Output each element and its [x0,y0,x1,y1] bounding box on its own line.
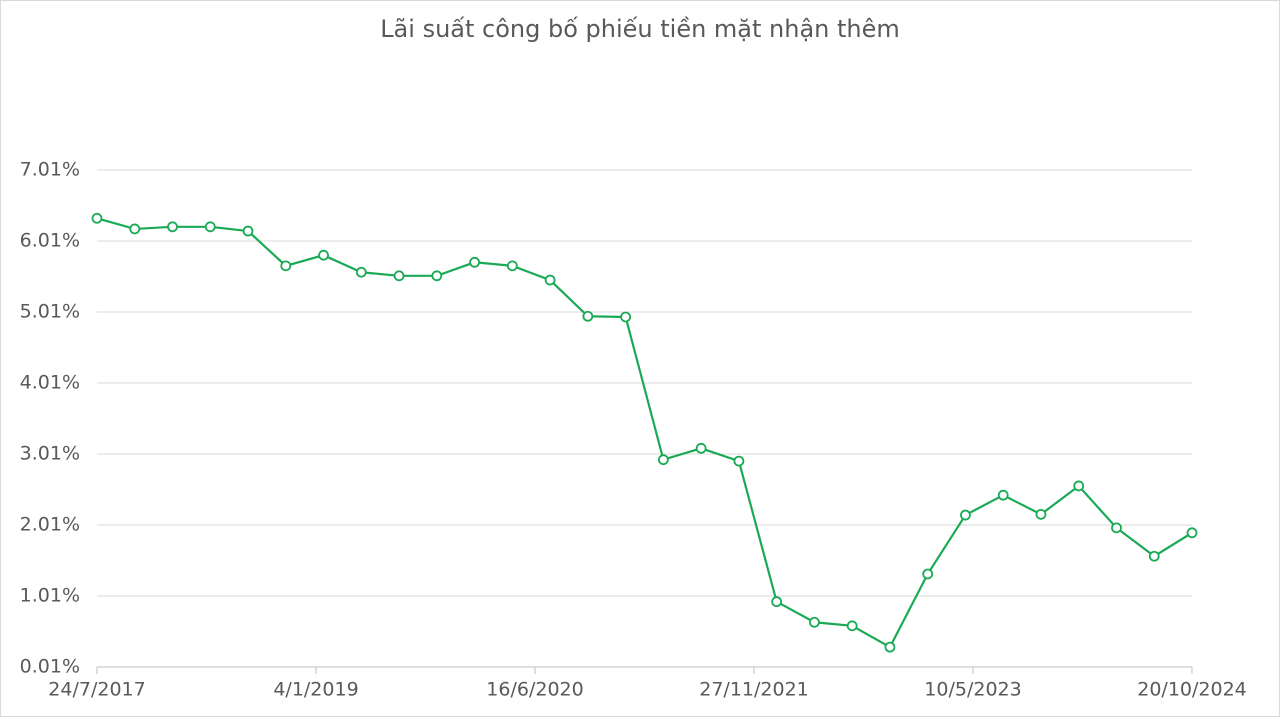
point-marker [1035,508,1047,520]
x-tick-label: 27/11/2021 [699,679,809,701]
point-marker [771,596,783,608]
point-marker [91,212,103,224]
point-marker [242,225,254,237]
y-tick-label: 7.01% [20,159,80,181]
y-tick-label: 6.01% [20,230,80,252]
point-marker [809,616,820,628]
point-marker [1073,480,1085,492]
x-tick-label: 24/7/2017 [48,679,145,701]
point-marker [922,568,934,580]
point-marker [997,489,1009,501]
x-tick-label: 20/10/2024 [1137,679,1247,701]
point-marker [1186,527,1198,539]
point-marker [544,274,556,286]
y-tick-label: 4.01% [20,372,80,394]
x-tick-label: 4/1/2019 [273,679,358,701]
point-marker [695,442,707,454]
y-tick-label: 0.01% [20,656,80,678]
point-marker [355,266,367,278]
point-marker [846,620,858,632]
point-marker [733,455,745,467]
point-marker [393,270,405,282]
point-marker [280,260,292,272]
point-marker [1111,522,1122,534]
point-marker [167,221,178,233]
point-marker [431,270,443,282]
x-tick-label: 10/5/2023 [924,679,1021,701]
x-tick-label: 16/6/2020 [486,679,583,701]
point-marker [204,221,216,233]
y-tick-label: 1.01% [20,585,80,607]
y-tick-label: 3.01% [20,443,80,465]
point-marker [469,256,480,268]
series-line [96,217,1193,649]
point-marker [582,310,594,322]
point-marker [506,260,518,272]
y-tick-label: 2.01% [20,514,80,536]
point-marker [1148,550,1160,562]
point-marker [620,311,632,323]
point-marker [884,641,896,653]
point-marker [129,223,141,235]
point-marker [318,249,329,261]
point-marker [960,509,971,521]
y-tick-label: 5.01% [20,301,80,323]
chart-title: Lãi suất công bố phiếu tiền mặt nhận thê… [380,15,900,43]
point-marker [657,454,669,466]
